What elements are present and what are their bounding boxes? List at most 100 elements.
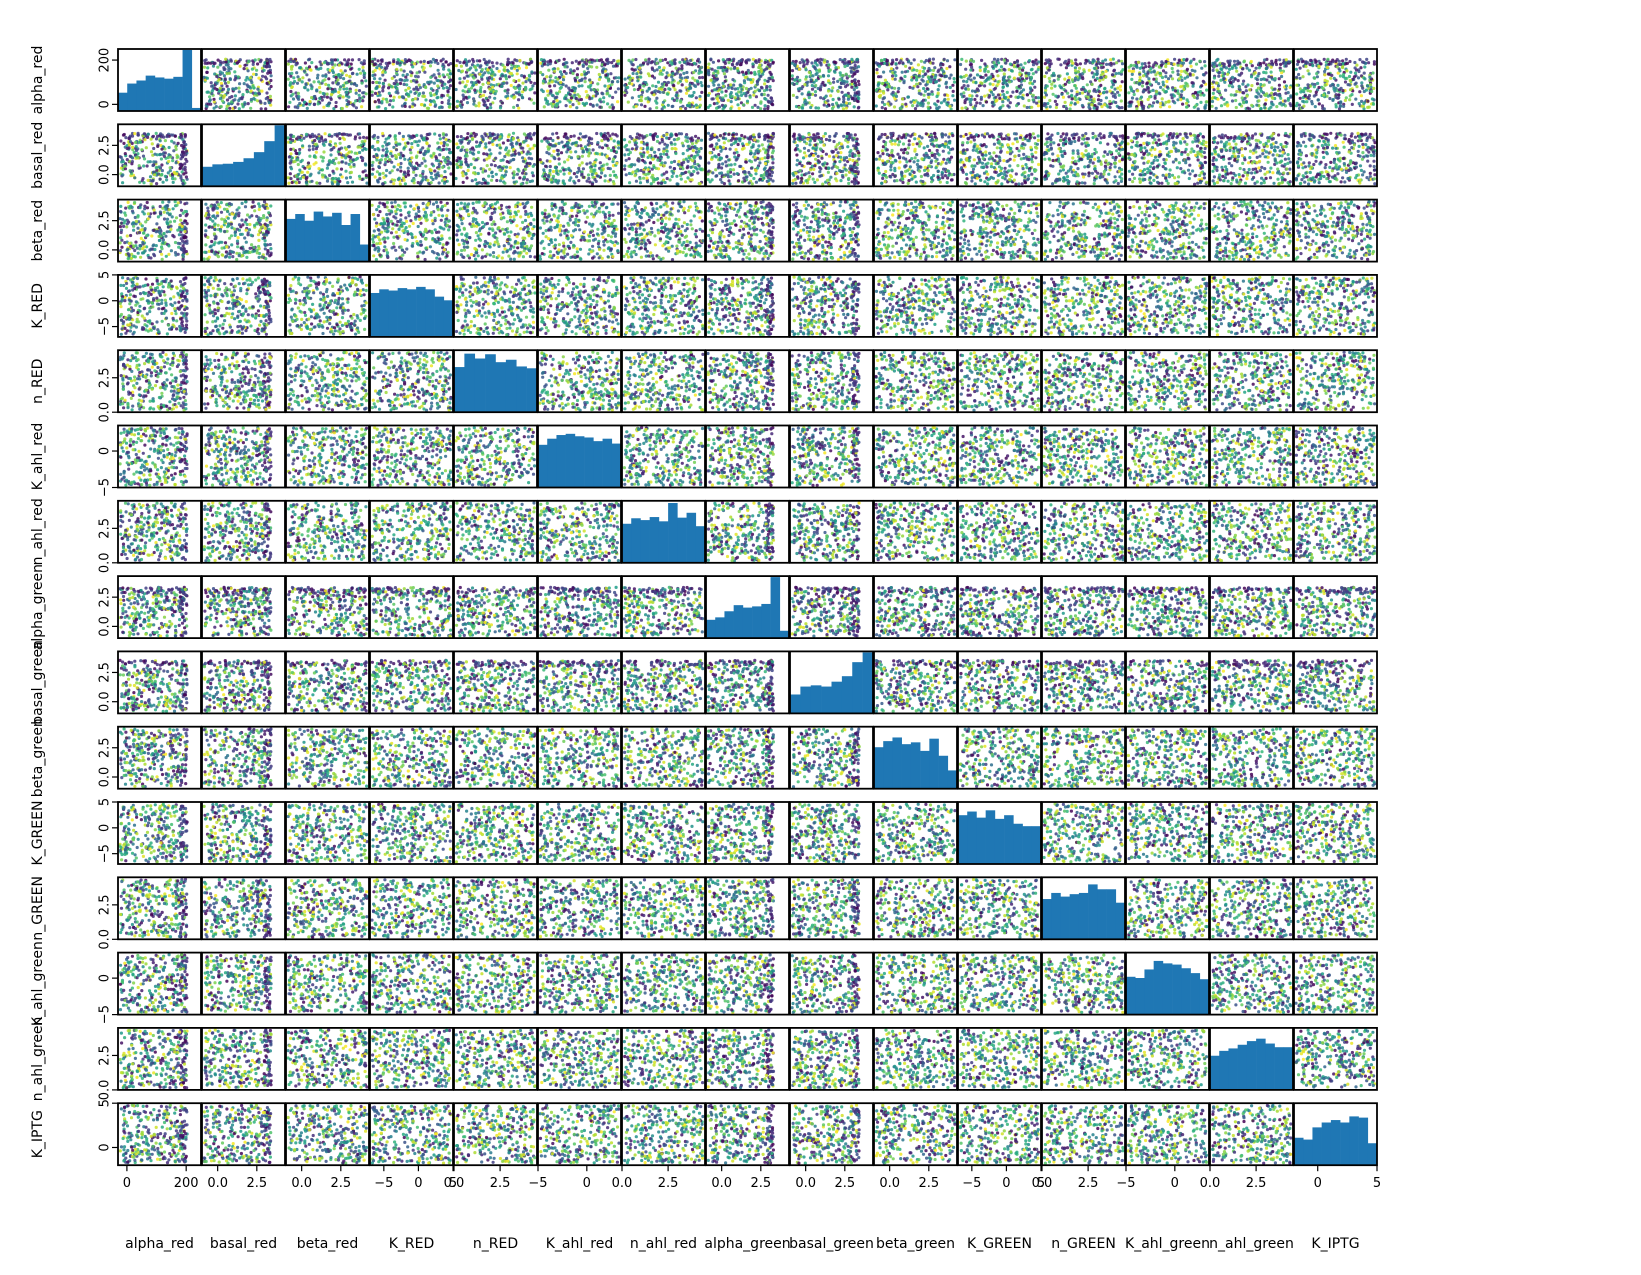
scatter-point <box>549 74 552 77</box>
histogram-panel-alpha_red-vs-alpha_red <box>118 49 201 111</box>
scatter-point <box>578 95 581 98</box>
scatter-point <box>516 104 519 107</box>
scatter-point <box>725 70 728 73</box>
scatter-point <box>470 81 473 84</box>
scatter-point <box>266 82 269 85</box>
scatter-point <box>448 105 451 108</box>
scatter-point <box>733 67 736 70</box>
scatter-point <box>730 100 733 103</box>
scatter-point <box>598 59 601 62</box>
scatter-point <box>760 69 763 72</box>
scatter-point <box>573 86 576 89</box>
scatter-point <box>732 58 735 61</box>
histogram-bar <box>155 77 165 111</box>
scatter-point <box>559 87 562 90</box>
scatter-point <box>386 100 389 103</box>
scatter-point <box>715 107 718 110</box>
scatter-point <box>289 75 292 78</box>
scatter-point <box>582 65 585 68</box>
scatter-point <box>680 77 683 80</box>
scatter-point <box>254 58 257 61</box>
scatter-point <box>388 103 391 106</box>
scatter-point <box>771 103 774 106</box>
scatter-point <box>296 82 299 85</box>
scatter-point <box>676 72 679 75</box>
scatter-point <box>317 80 320 83</box>
scatter-point <box>738 107 741 110</box>
scatter-point <box>655 102 658 105</box>
scatter-point <box>351 58 354 61</box>
scatter-point <box>693 84 696 87</box>
scatter-point <box>556 78 559 81</box>
scatter-point <box>768 85 771 88</box>
scatter-point <box>289 90 292 93</box>
scatter-point <box>324 75 327 78</box>
scatter-point <box>358 89 361 92</box>
scatter-point <box>361 99 364 102</box>
scatter-point <box>490 68 493 71</box>
scatter-point <box>598 73 601 76</box>
scatter-point <box>559 81 562 84</box>
scatter-point <box>334 63 337 66</box>
scatter-point <box>687 62 690 65</box>
scatter-point <box>424 86 427 89</box>
scatter-point <box>523 75 526 78</box>
scatter-point <box>473 100 476 103</box>
scatter-point <box>539 71 542 74</box>
scatter-point <box>709 58 712 61</box>
scatter-point <box>746 100 749 103</box>
scatter-point <box>347 80 350 83</box>
scatter-point <box>543 63 546 66</box>
scatter-point <box>377 105 380 108</box>
scatter-point <box>737 97 740 100</box>
scatter-point <box>712 61 715 64</box>
scatter-point <box>603 84 606 87</box>
scatter-point <box>752 58 755 61</box>
scatter-point <box>390 85 393 88</box>
scatter-point <box>400 68 403 71</box>
scatter-point <box>734 96 737 99</box>
scatter-point <box>717 84 720 87</box>
scatter-point <box>692 71 695 74</box>
scatter-point <box>464 85 467 88</box>
scatter-point <box>420 103 423 106</box>
scatter-point <box>213 72 216 75</box>
scatter-point <box>529 61 532 64</box>
scatter-point <box>507 58 510 61</box>
scatter-point <box>632 72 635 75</box>
scatter-point <box>257 77 260 80</box>
scatter-point <box>723 72 726 75</box>
scatter-point <box>249 107 252 110</box>
scatter-panel-alpha_red-vs-basal_green <box>790 49 873 111</box>
scatter-point <box>224 78 227 81</box>
scatter-point <box>577 102 580 105</box>
scatter-point <box>403 83 406 86</box>
scatter-point <box>729 83 732 86</box>
scatter-point <box>411 102 414 105</box>
scatter-point <box>287 63 290 66</box>
scatter-point <box>473 89 476 92</box>
histogram-bar <box>118 93 128 111</box>
scatter-point <box>436 84 439 87</box>
scatter-point <box>218 90 221 93</box>
scatter-point <box>291 85 294 88</box>
scatter-point <box>857 80 860 83</box>
scatter-point <box>727 61 730 64</box>
scatter-point <box>721 98 724 101</box>
scatter-point <box>483 90 486 93</box>
scatter-point <box>582 102 585 105</box>
scatter-point <box>489 103 492 106</box>
scatter-point <box>479 90 482 93</box>
scatter-point <box>529 88 532 91</box>
scatter-point <box>460 100 463 103</box>
scatter-point <box>361 66 364 69</box>
scatter-point <box>741 71 744 74</box>
scatter-point <box>306 107 309 110</box>
scatter-point <box>556 67 559 70</box>
scatter-point <box>500 85 503 88</box>
scatter-point <box>460 65 463 68</box>
scatter-point <box>751 62 754 65</box>
scatter-point <box>584 77 587 80</box>
scatter-point <box>602 67 605 70</box>
scatter-point <box>263 69 266 72</box>
